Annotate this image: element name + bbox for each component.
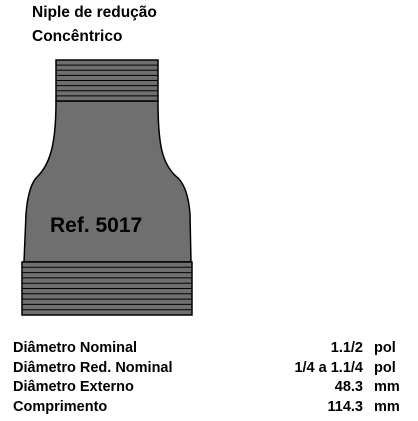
spec-label: Comprimento [13,398,107,418]
spec-row-reduced-diameter: Diâmetro Red. Nominal 1/4 a 1.1/4 pol [13,359,405,379]
spec-label: Diâmetro Externo [13,378,134,398]
spec-value: 48.3 [335,378,363,398]
spec-label: Diâmetro Nominal [13,339,137,359]
spec-value: 1/4 a 1.1/4 [294,359,363,379]
spec-value: 1.1/2 [331,339,363,359]
reference-label: Ref. 5017 [50,213,142,239]
spec-row-nominal-diameter: Diâmetro Nominal 1.1/2 pol [13,339,405,359]
reducing-nipple-drawing [0,0,418,330]
bottom-thread [22,262,192,315]
top-thread [56,60,158,101]
spec-unit: mm [374,398,400,418]
specs-table: Diâmetro Nominal 1.1/2 pol Diâmetro Red.… [13,339,405,417]
spec-row-length: Comprimento 114.3 mm [13,398,405,418]
spec-row-external-diameter: Diâmetro Externo 48.3 mm [13,378,405,398]
spec-unit: mm [374,378,400,398]
spec-value: 114.3 [328,398,364,418]
spec-unit: pol [374,339,396,359]
spec-unit: pol [374,359,396,379]
spec-label: Diâmetro Red. Nominal [13,359,173,379]
